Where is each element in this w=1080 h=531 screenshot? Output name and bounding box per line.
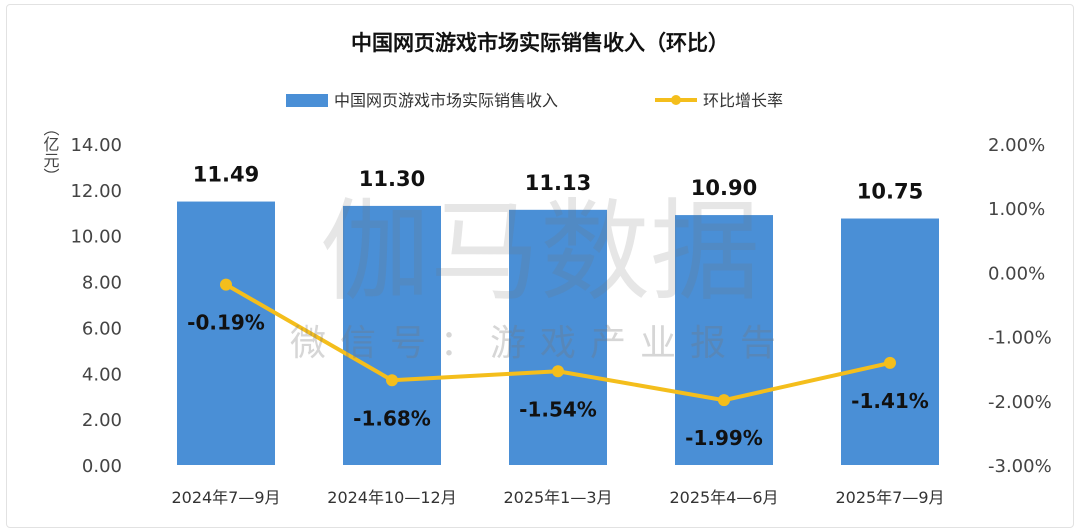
y2-tick-label: 0.00% bbox=[988, 263, 1045, 284]
legend-swatch-bar bbox=[286, 94, 328, 107]
bar-data-label: 11.13 bbox=[525, 171, 591, 195]
line-point bbox=[718, 394, 730, 407]
legend-label-bar: 中国网页游戏市场实际销售收入 bbox=[334, 91, 558, 110]
bar-data-label: 11.30 bbox=[359, 167, 425, 191]
line-data-label: -1.41% bbox=[851, 389, 929, 413]
line-point bbox=[552, 365, 564, 378]
bar bbox=[675, 215, 773, 465]
line-point bbox=[220, 278, 232, 291]
y2-tick-label: 1.00% bbox=[988, 199, 1045, 220]
line-data-label: -0.19% bbox=[187, 311, 265, 335]
bar bbox=[841, 218, 939, 465]
bar bbox=[177, 201, 275, 465]
y-tick-label: 14.00 bbox=[70, 135, 122, 156]
line-data-label: -1.99% bbox=[685, 426, 763, 450]
y-tick-label: 12.00 bbox=[70, 181, 122, 202]
x-tick-label: 2024年10—12月 bbox=[327, 488, 456, 507]
y-tick-label: 2.00 bbox=[82, 410, 122, 431]
bar bbox=[343, 205, 441, 465]
y-tick-label: 8.00 bbox=[82, 273, 122, 294]
bar-data-label: 11.49 bbox=[193, 163, 259, 187]
x-tick-label: 2025年7—9月 bbox=[835, 488, 944, 507]
legend-label-line: 环比增长率 bbox=[703, 91, 783, 110]
x-tick-label: 2025年4—6月 bbox=[669, 488, 778, 507]
y2-tick-label: -2.00% bbox=[988, 392, 1052, 413]
bar-data-label: 10.90 bbox=[691, 176, 757, 200]
line-data-label: -1.54% bbox=[519, 397, 597, 421]
legend: 中国网页游戏市场实际销售收入 环比增长率 bbox=[286, 91, 783, 110]
line-point bbox=[386, 374, 398, 387]
y-tick-label: 0.00 bbox=[82, 456, 122, 477]
y-tick-label: 10.00 bbox=[70, 227, 122, 248]
chart-frame bbox=[6, 4, 1074, 528]
y2-tick-label: 2.00% bbox=[988, 135, 1045, 156]
y-axis-label: （亿元） bbox=[41, 120, 60, 184]
y2-tick-label: -1.00% bbox=[988, 328, 1052, 349]
watermark-sub: 微信号：游戏产业报告 bbox=[290, 323, 790, 364]
legend-marker bbox=[671, 95, 681, 105]
x-tick-label: 2025年1—3月 bbox=[503, 488, 612, 507]
x-tick-label: 2024年7—9月 bbox=[171, 488, 280, 507]
bar-data-label: 10.75 bbox=[857, 180, 923, 204]
line-data-label: -1.68% bbox=[353, 406, 431, 430]
y2-tick-label: -3.00% bbox=[988, 456, 1052, 477]
y-tick-label: 6.00 bbox=[82, 318, 122, 339]
watermark-main: 伽马数据 bbox=[320, 188, 760, 316]
line-point bbox=[884, 356, 896, 369]
chart-title: 中国网页游戏市场实际销售收入（环比） bbox=[351, 31, 729, 55]
bar bbox=[509, 209, 607, 465]
y-tick-label: 4.00 bbox=[82, 364, 122, 385]
